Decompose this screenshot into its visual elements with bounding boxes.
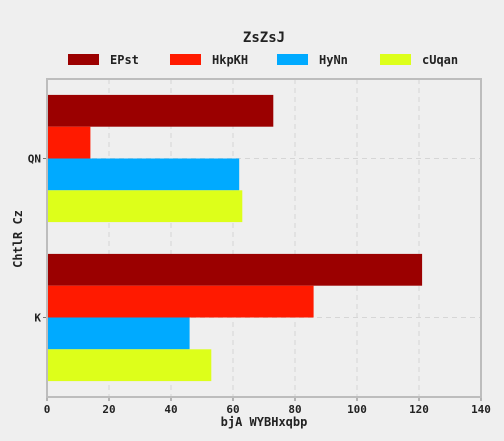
x-tick-label: 20	[102, 403, 115, 416]
x-tick-label: 0	[44, 403, 51, 416]
y-axis-title: ChtlR Cz	[11, 210, 25, 268]
legend-swatch	[68, 54, 99, 65]
x-axis-title: bjA WYBHxqbp	[221, 415, 308, 429]
legend-label: EPst	[110, 53, 139, 67]
legend-swatch	[277, 54, 308, 65]
x-tick-label: 140	[471, 403, 491, 416]
x-tick-label: 120	[409, 403, 429, 416]
legend-swatch	[380, 54, 411, 65]
bar-cUqan-K	[47, 349, 211, 381]
legend-label: HkpKH	[212, 53, 248, 67]
legend-swatch	[170, 54, 201, 65]
legend: EPst HkpKH HyNn cUqan	[68, 53, 458, 67]
y-tick-label: QN	[28, 153, 41, 166]
legend-item: cUqan	[380, 53, 458, 67]
bar-EPst-QN	[47, 95, 273, 127]
legend-label: HyNn	[319, 53, 348, 67]
legend-item: EPst	[68, 53, 139, 67]
chart-title: ZsZsJ	[243, 30, 285, 46]
legend-label: cUqan	[422, 53, 458, 67]
legend-item: HkpKH	[170, 53, 248, 67]
x-tick-label: 40	[164, 403, 177, 416]
bar-EPst-K	[47, 254, 422, 286]
bar-HkpKH-QN	[47, 127, 90, 159]
bar-HyNn-QN	[47, 159, 239, 191]
y-tick-label: K	[34, 312, 41, 325]
legend-item: HyNn	[277, 53, 348, 67]
bar-HkpKH-K	[47, 286, 314, 318]
bar-cUqan-QN	[47, 190, 242, 222]
bar-HyNn-K	[47, 318, 190, 350]
x-tick-label: 100	[347, 403, 367, 416]
